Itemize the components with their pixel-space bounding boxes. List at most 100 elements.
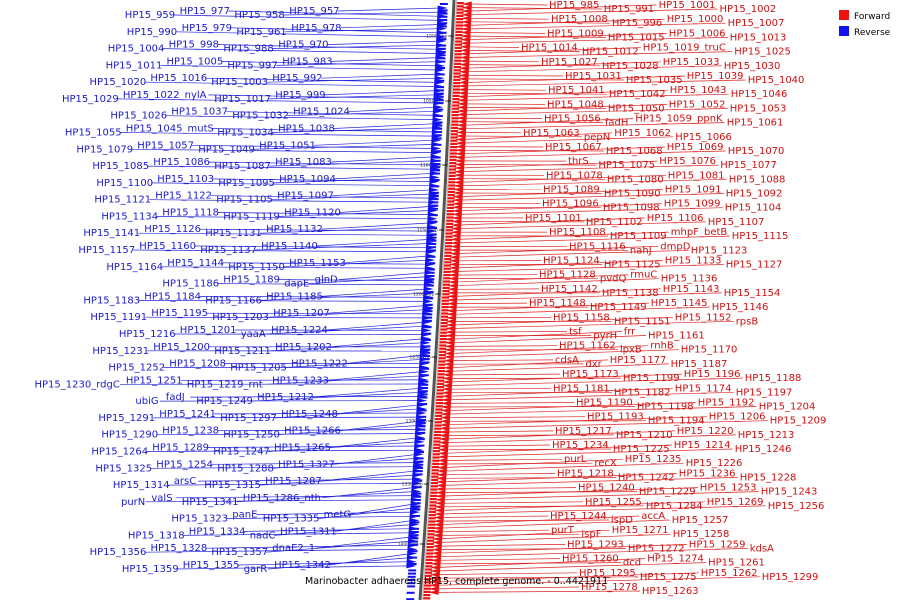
gene-label-reverse: arsC <box>174 476 196 487</box>
gene-label-reverse: HP15_1195 <box>151 308 208 319</box>
gene-label-forward: HP15_1138 <box>602 288 659 299</box>
gene-connector-forward <box>464 61 661 69</box>
gene-label-forward: HP15_1220 <box>677 426 734 437</box>
gene-feature-forward <box>453 179 464 185</box>
gene-feature-forward <box>446 308 457 314</box>
gene-connector-reverse <box>217 212 432 215</box>
gene-label-reverse: HP15_959 <box>125 10 175 21</box>
gene-feature-forward <box>441 393 452 399</box>
gene-connector-forward <box>455 245 659 254</box>
gene-label-reverse: HP15_1205 <box>230 363 287 374</box>
gene-feature-forward <box>440 415 451 421</box>
gene-connector-reverse <box>338 420 420 432</box>
gene-connector-forward <box>456 235 730 244</box>
gene-connector-reverse <box>119 132 436 137</box>
gene-label-reverse: HP15_1323 <box>171 514 228 525</box>
gene-feature-reverse <box>406 559 417 565</box>
gene-block-reverse <box>417 431 426 434</box>
gene-feature-reverse <box>428 187 439 193</box>
gene-feature-reverse <box>420 340 431 346</box>
gene-block-forward <box>428 526 435 529</box>
gene-label-reverse: HP15_1141 <box>83 228 140 239</box>
gene-block-forward <box>433 440 441 443</box>
gene-block-forward <box>450 146 458 149</box>
gene-connector-forward <box>442 473 556 476</box>
gene-block-forward <box>456 14 464 17</box>
gene-block-forward <box>441 315 449 318</box>
gene-label-forward: HP15_1284 <box>646 501 703 512</box>
gene-label-forward: HP15_1133 <box>665 256 722 267</box>
gene-label-forward: HP15_1263 <box>642 586 699 597</box>
gene-connector-reverse <box>149 199 433 203</box>
gene-label-reverse: garR <box>244 564 268 575</box>
gene-feature-forward <box>435 486 446 492</box>
gene-connector-forward <box>465 47 641 55</box>
gene-block-reverse <box>423 319 432 322</box>
gene-block-forward <box>428 523 436 526</box>
gene-block-reverse <box>419 390 428 393</box>
gene-label-forward: HP15_1259 <box>689 539 746 550</box>
gene-block-reverse <box>417 422 426 425</box>
gene-feature-forward <box>460 33 471 39</box>
gene-label-reverse: HP15_1314 <box>113 480 170 491</box>
gene-block-reverse <box>430 201 439 204</box>
gene-label-reverse: HP15_1100 <box>96 178 153 189</box>
gene-label-reverse: glnD <box>315 275 338 286</box>
gene-connector-reverse <box>144 81 439 87</box>
gene-connector-forward <box>445 420 768 429</box>
gene-feature-forward <box>429 582 440 588</box>
gene-label-forward: HP15_1015 <box>608 32 665 43</box>
gene-connector-forward <box>464 78 624 81</box>
gene-feature-forward <box>440 408 451 414</box>
gene-block-forward <box>454 62 462 65</box>
gene-connector-forward <box>459 174 666 183</box>
legend-swatch-forward <box>839 10 849 20</box>
gene-feature-forward <box>459 58 470 64</box>
gene-feature-forward <box>460 40 471 46</box>
gene-connector-reverse <box>339 24 441 29</box>
gene-label-forward: HP15_1014 <box>521 43 578 54</box>
gene-label-forward: HP15_1152 <box>675 312 732 323</box>
gene-block-forward <box>435 405 443 408</box>
gene-feature-forward <box>456 108 467 114</box>
gene-label-forward: HP15_1069 <box>667 142 724 153</box>
gene-label-reverse: HP15_1247 <box>213 447 270 458</box>
gene-label-forward: HP15_1068 <box>606 146 663 157</box>
gene-block-reverse <box>434 115 443 117</box>
gene-label-reverse: HP15_1189 <box>223 275 280 286</box>
gene-label-reverse: HP15_1016 <box>150 73 207 84</box>
gene-block-reverse <box>413 486 422 489</box>
gene-connector-forward <box>467 3 548 6</box>
gene-connector-reverse <box>167 482 416 486</box>
gene-feature-forward <box>442 368 453 374</box>
gene-connector-reverse <box>133 249 430 253</box>
gene-label-forward: HP15_1088 <box>729 174 786 185</box>
gene-label-forward: rmuC <box>630 270 657 281</box>
gene-label-forward: HP15_1261 <box>708 558 765 569</box>
gene-block-forward <box>445 229 453 232</box>
gene-label-forward: HP15_1006 <box>669 28 726 39</box>
gene-connector-reverse <box>161 266 429 269</box>
gene-feature-forward <box>435 479 446 485</box>
gene-label-forward: HP15_1042 <box>609 89 666 100</box>
gene-label-reverse: panE <box>232 510 257 521</box>
gene-block-reverse <box>439 19 448 21</box>
gene-label-forward: HP15_1050 <box>608 103 665 114</box>
gene-block-forward <box>429 510 437 513</box>
gene-block-forward <box>431 472 439 475</box>
gene-feature-forward <box>443 354 454 360</box>
gene-connector-reverse <box>217 283 428 286</box>
gene-connector-forward <box>439 515 640 526</box>
gene-label-reverse: purN <box>121 497 145 508</box>
gene-label-forward: HP15_1062 <box>614 128 671 139</box>
gene-connector-reverse <box>256 511 415 515</box>
gene-label-reverse: HP15_1318 <box>128 530 185 541</box>
gene-connector-forward <box>466 21 610 24</box>
gene-connector-reverse <box>153 416 421 419</box>
gene-connector-forward <box>462 118 634 126</box>
gene-feature-forward <box>454 151 465 157</box>
gene-label-reverse: valS <box>151 493 172 504</box>
gene-label-forward: HP15_1193 <box>587 412 644 423</box>
gene-label-reverse: HP15_1222 <box>291 359 348 370</box>
